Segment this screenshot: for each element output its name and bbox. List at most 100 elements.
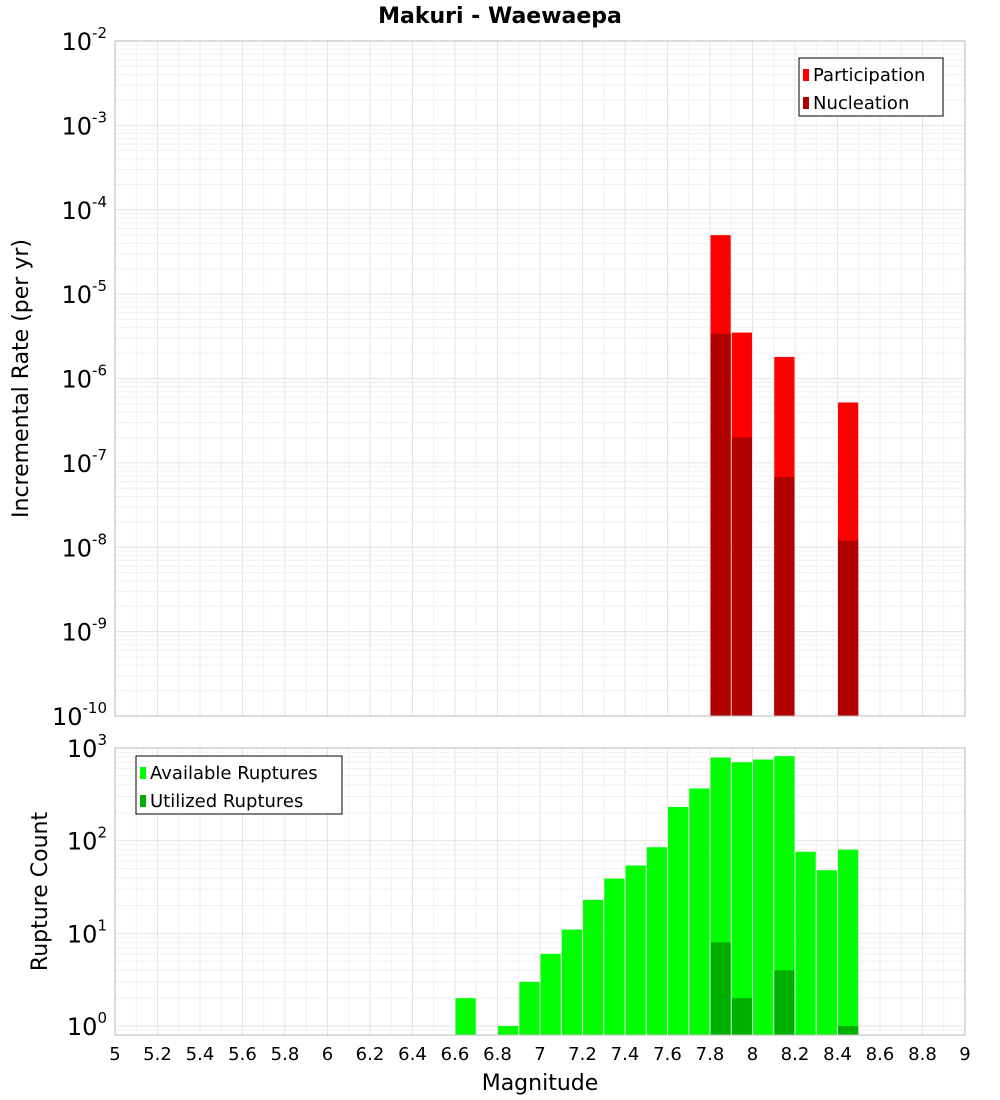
bar-nucleation xyxy=(710,333,731,716)
legend-box xyxy=(135,755,343,815)
x-tick-label: 7.8 xyxy=(696,1044,725,1065)
bar-available-ruptures xyxy=(583,899,604,1035)
y-tick-exponent: -5 xyxy=(92,277,107,295)
x-tick-label: 7 xyxy=(534,1044,545,1065)
legend: Participation Nucleation xyxy=(798,57,944,117)
x-tick-label: 6.4 xyxy=(398,1044,427,1065)
x-tick-label: 8.8 xyxy=(908,1044,937,1065)
bar-utilized-ruptures xyxy=(731,998,752,1035)
x-tick-label: 6 xyxy=(322,1044,333,1065)
bar-utilized-ruptures xyxy=(710,942,731,1035)
bar-nucleation xyxy=(774,477,795,716)
legend-swatch xyxy=(803,69,809,81)
x-tick-label: 5.8 xyxy=(271,1044,300,1065)
bar-available-ruptures xyxy=(838,849,859,1035)
y-tick-label: 10-9 xyxy=(61,615,107,647)
y-tick-base: 10 xyxy=(67,735,98,763)
y-tick-base: 10 xyxy=(67,1013,98,1041)
x-tick-label: 6.8 xyxy=(483,1044,512,1065)
y-tick-base: 10 xyxy=(61,197,92,225)
y-tick-base: 10 xyxy=(61,619,92,647)
y-tick-exponent: 1 xyxy=(97,916,107,934)
y-tick-exponent: -2 xyxy=(92,24,107,42)
legend-label: Utilized Ruptures xyxy=(150,791,303,812)
y-tick-base: 10 xyxy=(61,281,92,309)
y-tick-label: 101 xyxy=(67,916,107,948)
y-tick-base: 10 xyxy=(61,28,92,56)
bar-available-ruptures xyxy=(519,981,540,1035)
y-tick-label: 10-6 xyxy=(61,362,107,394)
bar-available-ruptures xyxy=(731,762,752,1035)
y-tick-label: 10-3 xyxy=(61,108,107,140)
x-axis-title: Magnitude xyxy=(482,1071,599,1096)
x-tick-label: 5.2 xyxy=(143,1044,172,1065)
bar-available-ruptures xyxy=(604,878,625,1035)
bar-available-ruptures xyxy=(625,865,646,1035)
x-tick-label: 8.6 xyxy=(866,1044,895,1065)
x-tick-label: 7.4 xyxy=(611,1044,640,1065)
y-tick-exponent: 2 xyxy=(97,824,107,842)
legend: Available Ruptures Utilized Ruptures xyxy=(135,755,343,815)
x-tick-label: 7.6 xyxy=(653,1044,682,1065)
y-tick-exponent: -10 xyxy=(83,699,108,717)
y-tick-base: 10 xyxy=(67,828,98,856)
x-tick-label: 9 xyxy=(959,1044,970,1065)
y-tick-base: 10 xyxy=(61,366,92,394)
y-tick-label: 100 xyxy=(67,1009,107,1041)
bar-utilized-ruptures xyxy=(774,970,795,1035)
y-tick-exponent: -9 xyxy=(92,615,107,633)
y-tick-base: 10 xyxy=(52,703,83,731)
bar-available-ruptures xyxy=(668,806,689,1035)
y-tick-base: 10 xyxy=(61,112,92,140)
legend-box xyxy=(798,57,944,117)
legend-swatch xyxy=(140,795,146,807)
bar-nucleation xyxy=(838,540,859,716)
y-tick-base: 10 xyxy=(61,450,92,478)
legend-swatch xyxy=(803,97,809,109)
y-tick-label: 102 xyxy=(67,824,107,856)
plot-border xyxy=(114,747,966,1036)
y-tick-exponent: -6 xyxy=(92,362,107,380)
y-axis-title: Rupture Count xyxy=(28,812,53,972)
legend-label: Nucleation xyxy=(813,93,909,114)
bar-available-ruptures xyxy=(795,851,816,1035)
x-tick-label: 7.2 xyxy=(568,1044,597,1065)
legend-label: Available Ruptures xyxy=(150,763,318,784)
y-tick-base: 10 xyxy=(61,534,92,562)
y-tick-exponent: 0 xyxy=(97,1009,107,1027)
y-tick-exponent: -4 xyxy=(92,193,107,211)
x-tick-label: 5 xyxy=(109,1044,120,1065)
x-tick-label: 6.6 xyxy=(441,1044,470,1065)
y-tick-exponent: -3 xyxy=(92,108,107,126)
y-tick-exponent: -8 xyxy=(92,530,107,548)
y-tick-label: 10-2 xyxy=(61,24,107,56)
chart-panel-1: 10-1010-910-810-710-610-510-410-310-2Inc… xyxy=(9,4,966,731)
x-tick-label: 8 xyxy=(747,1044,758,1065)
legend-swatch xyxy=(140,767,146,779)
bar-available-ruptures xyxy=(540,953,561,1035)
x-tick-label: 5.4 xyxy=(186,1044,215,1065)
x-tick-label: 6.2 xyxy=(356,1044,385,1065)
chart-title: Makuri - Waewaepa xyxy=(378,4,622,29)
y-tick-base: 10 xyxy=(67,920,98,948)
x-tick-label: 8.4 xyxy=(823,1044,852,1065)
y-axis-title: Incremental Rate (per yr) xyxy=(9,239,34,518)
y-tick-label: 103 xyxy=(67,731,107,763)
bar-available-ruptures xyxy=(561,929,582,1035)
bar-available-ruptures xyxy=(753,759,774,1035)
y-tick-exponent: 3 xyxy=(97,731,107,749)
y-tick-exponent: -7 xyxy=(92,446,107,464)
x-tick-label: 5.6 xyxy=(228,1044,257,1065)
bar-utilized-ruptures xyxy=(838,1026,859,1035)
y-tick-label: 10-5 xyxy=(61,277,107,309)
bar-available-ruptures xyxy=(689,788,710,1035)
bar-available-ruptures xyxy=(774,756,795,1035)
bar-available-ruptures xyxy=(498,1026,519,1035)
bar-available-ruptures xyxy=(455,998,476,1035)
y-tick-label: 10-8 xyxy=(61,530,107,562)
x-tick-label: 8.2 xyxy=(781,1044,810,1065)
bar-available-ruptures xyxy=(646,847,667,1035)
